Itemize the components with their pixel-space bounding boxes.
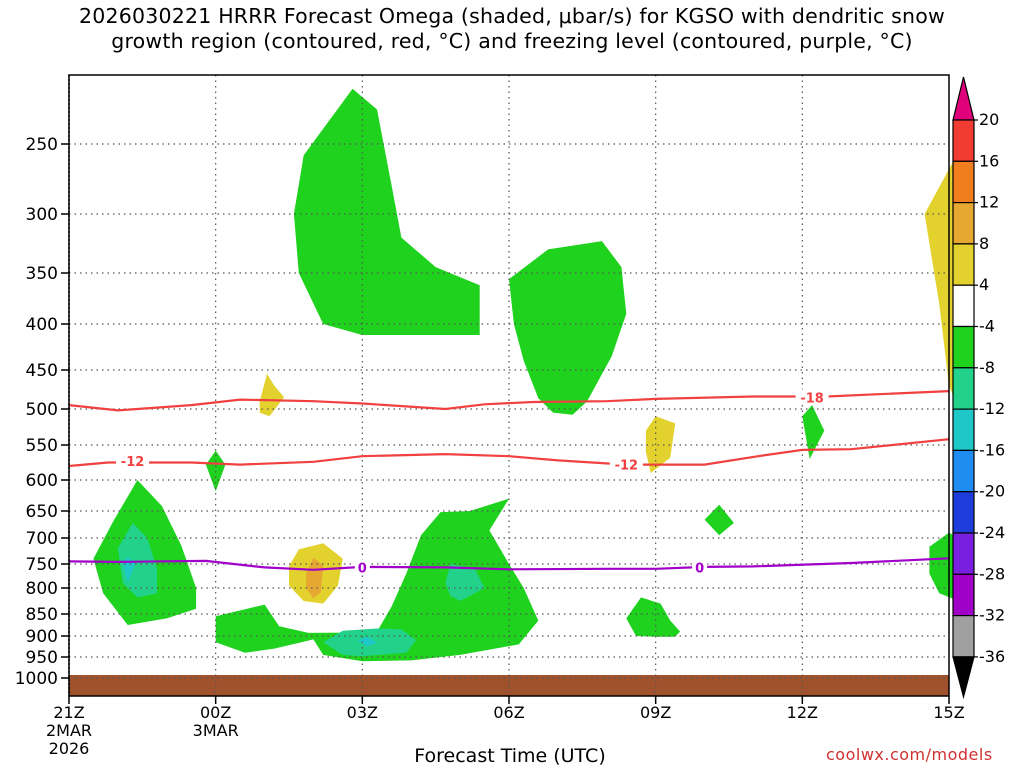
x-axis-label: Forecast Time (UTC) [414, 745, 606, 767]
y-tick-label: 450 [26, 361, 58, 381]
colorbar-bin [952, 202, 975, 245]
omega-region-4 [704, 504, 734, 536]
colorbar-label: 12 [979, 193, 999, 212]
colorbar-label: -28 [979, 564, 1005, 583]
colorbar-bin [952, 532, 975, 575]
title-line-2: growth region (contoured, red, °C) and f… [111, 29, 913, 53]
colorbar-bin [952, 243, 975, 286]
y-tick-label: 550 [26, 436, 58, 456]
omega-region-15 [645, 416, 676, 473]
x-tick-label: 03Z [347, 703, 378, 722]
omega-region-8 [215, 498, 539, 662]
y-tick-label: 650 [26, 502, 58, 522]
omega-region-16 [924, 151, 959, 409]
x-tick-label: 06Z [493, 703, 524, 722]
contour-line--18 [68, 390, 950, 412]
colorbar-bottom-arrow [952, 656, 975, 700]
omega-region-7 [122, 556, 135, 584]
title-line-1: 2026030221 HRRR Forecast Omega (shaded, … [79, 4, 945, 28]
colorbar-label: -8 [979, 358, 995, 377]
colorbar-bin [952, 119, 975, 162]
colorbar-label: -16 [979, 440, 1005, 459]
colorbar-bin [952, 160, 975, 204]
contour-label: -12 [121, 455, 145, 470]
colorbar-bin [952, 367, 975, 410]
y-tick-label: 600 [26, 471, 58, 491]
colorbar-label: -12 [979, 399, 1005, 418]
colorbar-label: -20 [979, 482, 1005, 501]
y-tick-label: 250 [26, 135, 58, 155]
colorbar-bin [952, 284, 975, 328]
x-tick-label: 12Z [787, 703, 818, 722]
contour-label-bg [692, 559, 708, 575]
contour-label-bg [795, 389, 829, 405]
omega-region-12 [626, 597, 681, 637]
omega-region-9 [445, 564, 485, 601]
x-tick-sublabel: 2026 [49, 739, 90, 758]
x-tick-label: 15Z [933, 703, 964, 722]
contour-label-bg [609, 456, 643, 472]
omega-region-13 [929, 532, 959, 601]
x-tick-sublabel: 2MAR [46, 721, 92, 740]
colorbar-label: 4 [979, 275, 989, 294]
colorbar-label: -32 [979, 606, 1005, 625]
omega-region-1 [509, 241, 627, 415]
y-tick-label: 300 [26, 205, 58, 225]
colorbar-label: -4 [979, 317, 995, 336]
contour-label: -12 [615, 459, 639, 474]
omega-region-3 [802, 405, 825, 459]
x-tick-label: 09Z [640, 703, 671, 722]
colorbar-top-arrow [952, 76, 975, 121]
y-tick-label: 800 [26, 579, 58, 599]
contour-line-0 [68, 557, 950, 571]
omega-region-14 [259, 373, 285, 417]
omega-region-2 [205, 450, 226, 492]
x-tick-label: 00Z [200, 703, 231, 722]
colorbar-bin [952, 491, 975, 534]
colorbar-bin [952, 408, 975, 452]
contour-line--12 [68, 438, 950, 468]
y-tick-label: 950 [26, 648, 58, 668]
contour-label: -18 [800, 391, 824, 406]
x-tick-sublabel: 3MAR [193, 721, 239, 740]
omega-region-11 [357, 636, 377, 647]
y-tick-label: 400 [26, 315, 58, 335]
y-tick-label: 500 [26, 400, 58, 420]
colorbar-label: -36 [979, 647, 1005, 666]
colorbar-label: 20 [979, 110, 999, 129]
colorbar-bin [952, 614, 975, 658]
colorbar-label: 16 [979, 151, 999, 170]
omega-region-18 [306, 557, 324, 599]
contour-label: 0 [695, 561, 704, 576]
y-tick-label: 850 [26, 605, 58, 625]
colorbar-bin [952, 573, 975, 617]
colorbar-label: -24 [979, 523, 1005, 542]
colorbar-label: 8 [979, 234, 989, 253]
colorbar-bin [952, 449, 975, 493]
contour-label-bg [116, 453, 150, 469]
credit-text: coolwx.com/models [826, 745, 993, 764]
x-tick-label: 21Z [53, 703, 84, 722]
contour-label: 0 [358, 561, 367, 576]
y-tick-label: 700 [26, 529, 58, 549]
y-tick-label: 900 [26, 627, 58, 647]
y-tick-label: 1000 [15, 669, 58, 689]
y-tick-label: 350 [26, 264, 58, 284]
colorbar-bin [952, 325, 975, 369]
chart-title: 2026030221 HRRR Forecast Omega (shaded, … [0, 4, 1024, 54]
contour-label-bg [354, 559, 370, 575]
y-tick-label: 750 [26, 555, 58, 575]
